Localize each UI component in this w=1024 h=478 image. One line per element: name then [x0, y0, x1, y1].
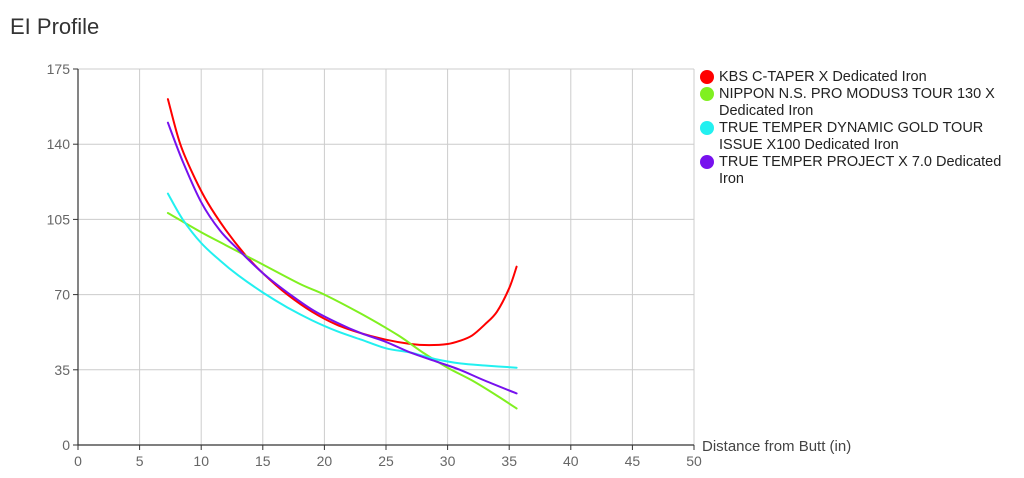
y-tick-label: 0 — [62, 437, 70, 453]
x-tick-label: 5 — [136, 453, 144, 469]
x-tick-label: 15 — [255, 453, 271, 469]
chart-title: EI Profile — [10, 14, 100, 39]
legend-item-4[interactable]: TRUE TEMPER PROJECT X 7.0 Dedicated Iron — [700, 154, 1010, 188]
legend-swatch-icon — [700, 121, 714, 135]
legend-swatch-icon — [700, 155, 714, 169]
legend-item-1[interactable]: KBS C-TAPER X Dedicated Iron — [700, 69, 1010, 86]
legend-item-2[interactable]: NIPPON N.S. PRO MODUS3 TOUR 130 X Dedica… — [700, 86, 1010, 120]
x-tick-label: 25 — [378, 453, 394, 469]
x-tick-label: 35 — [501, 453, 517, 469]
series-line-4 — [166, 121, 518, 395]
legend-swatch-icon — [700, 87, 714, 101]
x-axis-label: Distance from Butt (in) — [702, 438, 851, 455]
x-tick-label: 50 — [686, 453, 702, 469]
series-lines — [166, 98, 518, 410]
x-tick-label: 30 — [440, 453, 456, 469]
series-line-1 — [166, 98, 518, 347]
series-line-2 — [166, 212, 518, 410]
y-tick-label: 35 — [54, 362, 70, 378]
tick-labels: 0 5 10 15 20 25 30 35 40 45 50 0 35 70 105 140 175 — [47, 61, 702, 469]
legend-label: TRUE TEMPER DYNAMIC GOLD TOUR ISSUE X100… — [719, 120, 984, 153]
legend-label: KBS C-TAPER X Dedicated Iron — [719, 69, 927, 85]
x-tick-label: 45 — [625, 453, 641, 469]
y-tick-label: 175 — [47, 61, 71, 77]
x-tick-label: 20 — [317, 453, 333, 469]
series-line-3 — [166, 192, 518, 369]
x-tick-label: 10 — [193, 453, 209, 469]
y-tick-label: 140 — [47, 136, 71, 152]
legend-label: TRUE TEMPER PROJECT X 7.0 Dedicated Iron — [719, 154, 1002, 187]
axis-lines — [73, 68, 695, 450]
y-tick-label: 105 — [47, 211, 71, 227]
legend: KBS C-TAPER X Dedicated Iron NIPPON N.S. … — [700, 69, 1010, 188]
legend-item-3[interactable]: TRUE TEMPER DYNAMIC GOLD TOUR ISSUE X100… — [700, 120, 1010, 154]
grid-lines — [77, 68, 695, 446]
legend-label: NIPPON N.S. PRO MODUS3 TOUR 130 X Dedica… — [719, 86, 995, 119]
x-tick-label: 40 — [563, 453, 579, 469]
y-tick-label: 70 — [54, 287, 70, 303]
x-tick-label: 0 — [74, 453, 82, 469]
legend-swatch-icon — [700, 70, 714, 84]
